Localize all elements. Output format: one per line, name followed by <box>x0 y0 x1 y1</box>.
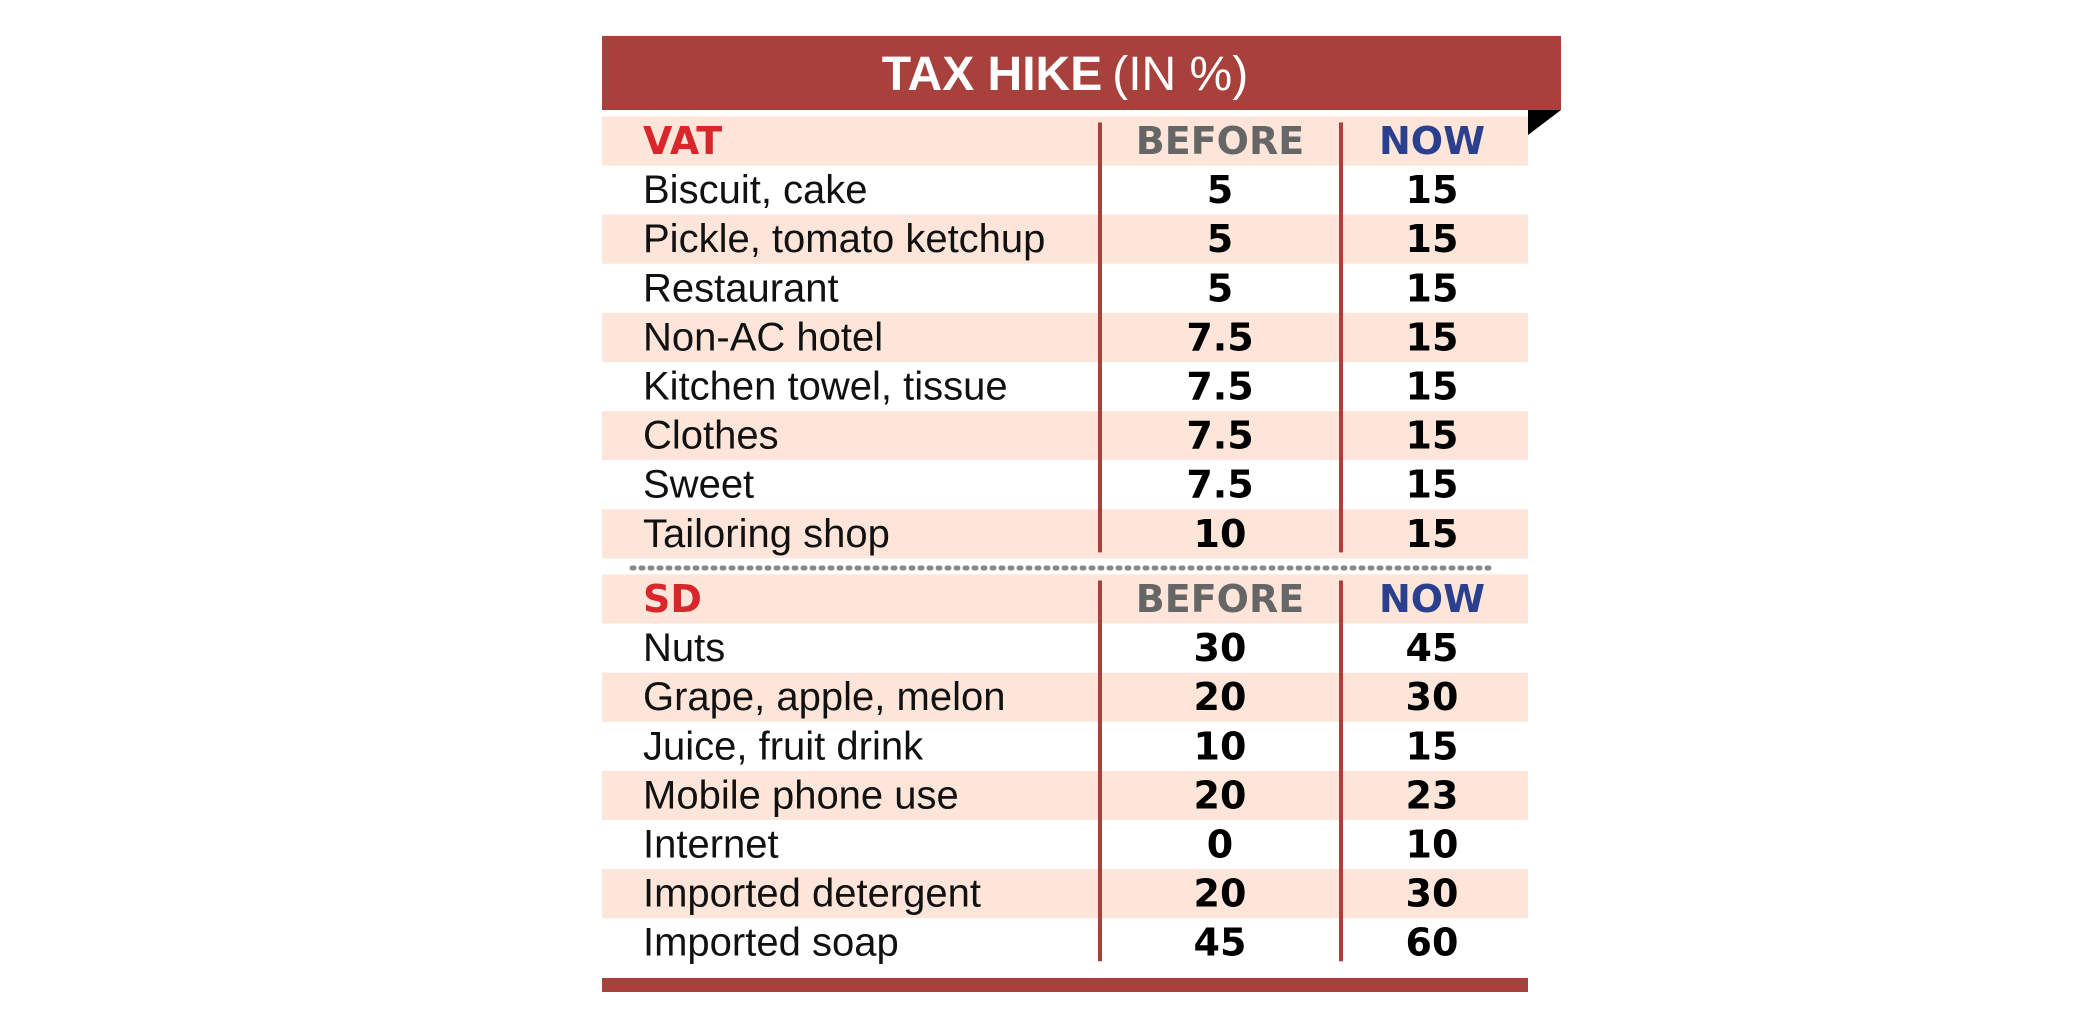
row-band <box>602 770 1528 820</box>
rate-value: 7.5 <box>1186 463 1253 507</box>
title-main: TAX HIKE <box>882 48 1102 101</box>
rate-value: 20 <box>1194 773 1247 817</box>
rate-value: 23 <box>1406 773 1459 817</box>
rate-value: 15 <box>1406 217 1459 261</box>
item-label: Imported detergent <box>643 872 981 916</box>
rate-value: 5 <box>1207 217 1233 261</box>
rate-value: 5 <box>1207 168 1233 212</box>
row-band <box>602 869 1528 919</box>
item-label: Restaurant <box>643 266 839 310</box>
rate-value: 10 <box>1194 724 1247 768</box>
corner-fold <box>1528 110 1561 135</box>
row-band <box>602 574 1528 624</box>
item-label: Clothes <box>643 414 779 458</box>
table-body: VAT BEFORE NOW Biscuit, cake 5 15 Pickle, toma… <box>602 116 1528 965</box>
rate-value: 15 <box>1406 168 1459 212</box>
item-label: Juice, fruit drink <box>643 724 924 768</box>
rate-value: 15 <box>1406 315 1459 359</box>
item-label: Non-AC hotel <box>643 315 883 359</box>
title: TAX HIKE (IN %) <box>882 48 1248 101</box>
item-label: Nuts <box>643 626 725 670</box>
title-bar <box>602 36 1561 110</box>
rate-value: 30 <box>1406 675 1459 719</box>
column-header: VAT <box>643 119 722 163</box>
rate-value: 15 <box>1406 463 1459 507</box>
bottom-bar <box>602 978 1528 992</box>
rate-value: 15 <box>1406 414 1459 458</box>
column-header: SD <box>643 577 702 621</box>
rate-value: 7.5 <box>1186 315 1253 359</box>
rate-value: 10 <box>1194 512 1247 556</box>
rate-value: 15 <box>1406 365 1459 409</box>
rate-value: 60 <box>1406 921 1459 965</box>
rate-value: 20 <box>1194 675 1247 719</box>
item-label: Imported soap <box>643 921 899 965</box>
item-label: Kitchen towel, tissue <box>643 365 1008 409</box>
item-label: Mobile phone use <box>643 773 959 817</box>
column-header: BEFORE <box>1136 577 1304 621</box>
item-label: Sweet <box>643 463 754 507</box>
row-band <box>602 509 1528 559</box>
item-label: Pickle, tomato ketchup <box>643 217 1045 261</box>
rate-value: 7.5 <box>1186 414 1253 458</box>
rate-value: 30 <box>1194 626 1247 670</box>
row-band <box>602 312 1528 362</box>
rate-value: 15 <box>1406 512 1459 556</box>
rate-value: 45 <box>1406 626 1459 670</box>
item-label: Biscuit, cake <box>643 168 868 212</box>
row-band <box>602 672 1528 722</box>
rate-value: 15 <box>1406 724 1459 768</box>
rate-value: 0 <box>1207 823 1233 867</box>
item-label: Internet <box>643 823 779 867</box>
rate-value: 45 <box>1194 921 1247 965</box>
item-label: Tailoring shop <box>643 512 890 556</box>
rate-value: 15 <box>1406 266 1459 310</box>
row-band <box>602 116 1528 166</box>
column-header: BEFORE <box>1136 119 1304 163</box>
column-header: NOW <box>1379 119 1485 163</box>
rate-value: 20 <box>1194 872 1247 916</box>
rate-value: 7.5 <box>1186 365 1253 409</box>
row-band <box>602 411 1528 461</box>
item-label: Grape, apple, melon <box>643 675 1005 719</box>
rate-value: 30 <box>1406 872 1459 916</box>
rate-value: 10 <box>1406 823 1459 867</box>
rate-value: 5 <box>1207 266 1233 310</box>
row-band <box>602 214 1528 264</box>
title-unit: (IN %) <box>1112 48 1248 101</box>
column-header: NOW <box>1379 577 1485 621</box>
